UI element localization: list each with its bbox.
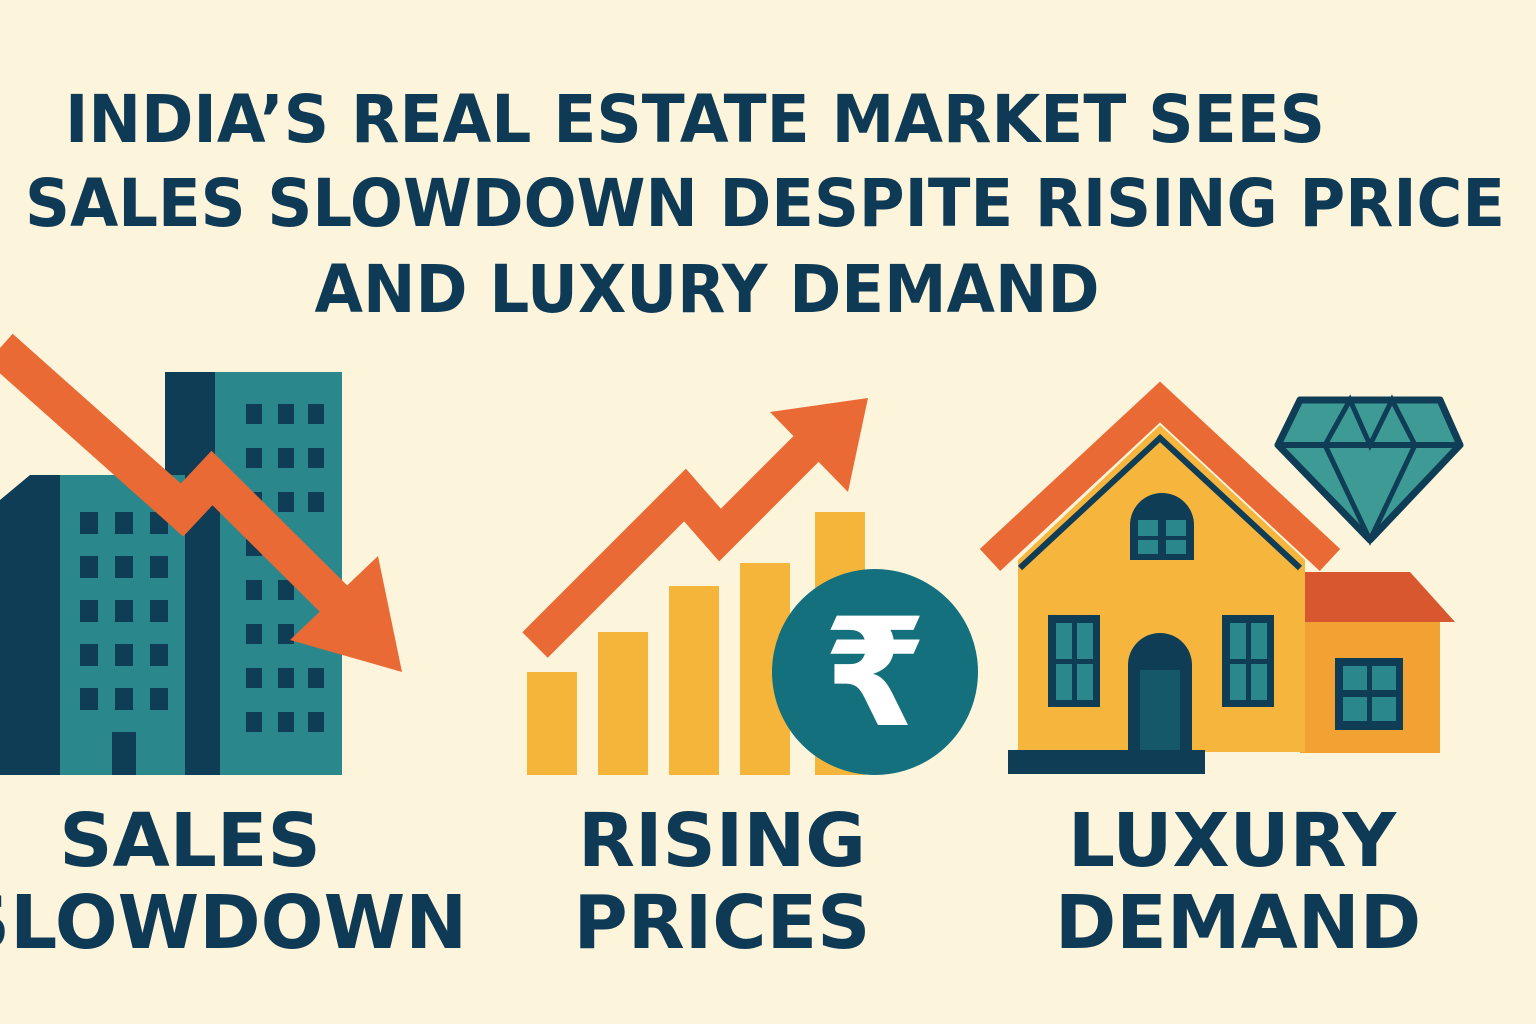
panel-label: SLOWDOWN (0, 880, 467, 966)
rupee-symbol: ₹ (823, 587, 927, 761)
luxury-house-icon (979, 381, 1464, 774)
title-line: AND LUXURY DEMAND (315, 251, 1100, 328)
panel-label: DEMAND (1055, 880, 1421, 966)
panel-label: SALES (59, 798, 321, 884)
rising-prices-icon (522, 398, 978, 775)
panel-label: RISING (578, 798, 866, 884)
title-line: INDIA’S REAL ESTATE MARKET SEES (65, 81, 1325, 158)
buildings-icon (0, 333, 402, 775)
panel-label: PRICES (574, 880, 871, 966)
title-line: SALES SLOWDOWN DESPITE RISING PRICE (25, 165, 1505, 242)
panel-label: LUXURY (1068, 798, 1398, 884)
